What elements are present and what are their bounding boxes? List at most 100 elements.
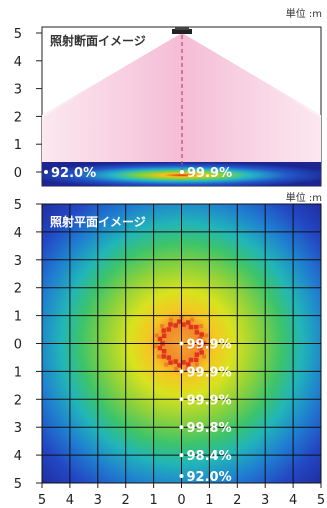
- plan-reading-label: 92.0%: [187, 470, 232, 485]
- peak-ring-cell: [166, 355, 172, 360]
- section-y-tick-label: 0: [14, 166, 22, 181]
- section-y-tick-label: 4: [14, 55, 22, 70]
- peak-ring-cell: [168, 317, 173, 322]
- section-reading-edge: 92.0%: [51, 166, 96, 181]
- peak-ring-cell: [190, 317, 195, 322]
- peak-ring-cell: [181, 322, 186, 327]
- plan-x-tick-label: 1: [149, 493, 157, 508]
- peak-ring-cell: [199, 332, 204, 337]
- plan-reading-label: 98.4%: [187, 449, 232, 464]
- peak-ring-cell: [181, 360, 186, 365]
- plan-y-tick-label: 5: [14, 198, 22, 213]
- plan-x-tick-label: 3: [94, 493, 102, 508]
- peak-ring-cell: [157, 336, 163, 342]
- plan-x-tick-label: 4: [289, 493, 297, 508]
- plan-y-tick-label: 2: [14, 393, 22, 408]
- peak-ring-cell: [194, 362, 199, 367]
- section-title: 照射断面イメージ: [50, 33, 146, 48]
- peak-ring-cell: [173, 323, 178, 328]
- section-view: 単位 :m 照射断面イメージ 5 4 3 2 1 0 92.0% 99.9%: [14, 7, 322, 187]
- plan-reading-dot: [179, 369, 184, 374]
- plan-y-tick-label: 2: [14, 282, 22, 297]
- peak-ring-cell: [161, 354, 166, 359]
- peak-ring-cell: [193, 357, 199, 363]
- peak-ring-cell: [160, 324, 165, 329]
- plan-y-tick-label: 4: [14, 226, 22, 241]
- peak-ring-cell: [186, 362, 191, 367]
- reading-dot-center: [180, 170, 184, 174]
- peak-ring-cell: [168, 360, 173, 365]
- plan-readings: 99.9% 99.9% 99.9% 99.8% 98.4% 92.0%: [179, 338, 232, 485]
- section-y-tick-label: 3: [14, 83, 22, 98]
- peak-ring-cell: [153, 344, 158, 349]
- plan-view: 単位 :m 照射平面イメージ 5 4 3 2 1 0 1 2 3 4 5 5 4 3 2 1 0 1 2 3 4 5 9…: [14, 191, 325, 508]
- plan-x-tick-label: 0: [177, 493, 185, 508]
- peak-ring-cell: [156, 354, 161, 359]
- peak-ring-cell: [197, 345, 203, 350]
- peak-ring-cell: [204, 333, 209, 338]
- peak-ring-cell: [166, 327, 172, 332]
- plan-x-tick-label: 2: [233, 493, 241, 508]
- peak-ring-cell: [188, 357, 194, 363]
- plan-x-tick-label: 5: [38, 493, 46, 508]
- peak-ring-cell: [194, 352, 200, 357]
- peak-ring-cell: [188, 324, 194, 330]
- plan-y-tick-label: 1: [14, 310, 22, 325]
- plan-reading-label: 99.8%: [187, 421, 232, 436]
- plan-y-tick-label: 0: [14, 338, 22, 353]
- peak-ring-cell: [186, 320, 191, 325]
- plan-unit-label: 単位 :m: [286, 191, 322, 204]
- plan-reading-label: 99.9%: [187, 365, 232, 380]
- plan-reading-label: 99.9%: [187, 393, 232, 408]
- plan-x-tick-label: 5: [317, 493, 325, 508]
- section-y-tick-label: 2: [14, 110, 22, 125]
- plan-y-axis: 5 4 3 2 1 0 1 2 3 4 5: [14, 198, 42, 492]
- peak-ring-cell: [184, 366, 189, 371]
- plan-title: 照射平面イメージ: [50, 214, 146, 229]
- peak-ring-cell: [154, 333, 159, 338]
- section-y-tick-label: 5: [14, 27, 22, 42]
- plan-reading-dot: [179, 341, 184, 346]
- plan-y-tick-label: 4: [14, 449, 22, 464]
- floor-illuminance-strip: [42, 162, 321, 186]
- peak-ring-cell: [161, 348, 167, 354]
- plan-y-tick-label: 3: [14, 421, 22, 436]
- plan-y-tick-label: 3: [14, 254, 22, 269]
- peak-ring-cell: [205, 344, 210, 349]
- plan-x-axis: 5 4 3 2 1 0 1 2 3 4 5: [38, 483, 325, 508]
- peak-ring-cell: [194, 330, 200, 335]
- peak-ring-cell: [199, 350, 204, 355]
- peak-ring-cell: [197, 337, 203, 342]
- peak-ring-cell: [173, 359, 178, 364]
- peak-ring-cell: [176, 319, 182, 324]
- beam-cone: [42, 33, 321, 162]
- light-fixture-icon: [172, 29, 192, 34]
- reading-dot-edge: [44, 170, 48, 174]
- plan-x-tick-label: 4: [66, 493, 74, 508]
- plan-y-tick-label: 1: [14, 365, 22, 380]
- plan-x-tick-label: 3: [261, 493, 269, 508]
- plan-x-tick-label: 1: [205, 493, 213, 508]
- section-y-axis: 5 4 3 2 1 0: [14, 27, 42, 181]
- plan-y-tick-label: 5: [14, 477, 22, 492]
- peak-ring-cell: [202, 354, 207, 359]
- peak-ring-cell: [176, 363, 182, 368]
- peak-ring-cell: [198, 324, 203, 329]
- peak-ring-cell: [161, 328, 166, 333]
- peak-ring-cell: [164, 362, 169, 367]
- plan-reading-dot: [179, 453, 184, 458]
- peak-ring-cell: [161, 333, 167, 339]
- section-unit-label: 単位 :m: [286, 7, 322, 20]
- peak-ring-cell: [193, 324, 199, 330]
- plan-reading-dot: [179, 425, 184, 430]
- plan-x-tick-label: 2: [122, 493, 130, 508]
- section-reading-center: 99.9%: [187, 166, 232, 181]
- section-y-tick-label: 1: [14, 138, 22, 153]
- plan-reading-label: 99.9%: [187, 338, 232, 353]
- peak-ring-cell: [157, 345, 163, 351]
- plan-reading-dot: [179, 397, 184, 402]
- plan-reading-dot: [179, 474, 184, 478]
- peak-ring-cell: [174, 366, 179, 371]
- peak-ring-cell: [168, 322, 173, 327]
